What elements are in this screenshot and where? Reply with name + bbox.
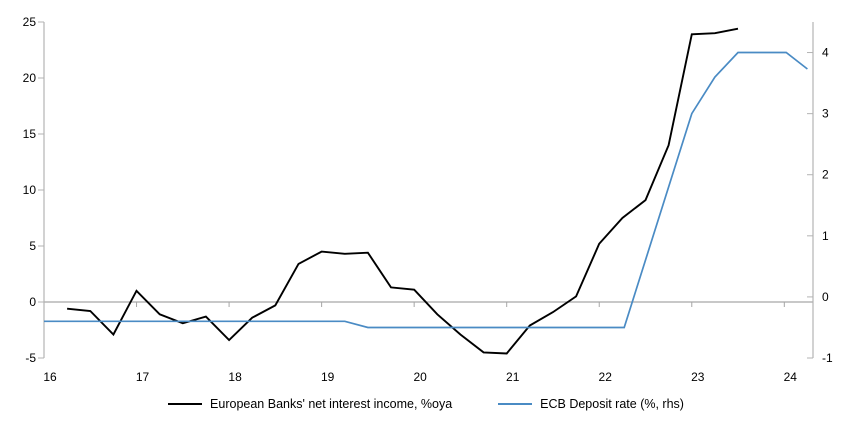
legend-line-swatch-black-icon bbox=[168, 403, 203, 405]
left-axis-label: -5 bbox=[25, 351, 36, 365]
x-axis-label: 18 bbox=[228, 370, 242, 384]
right-axis-label: 3 bbox=[822, 107, 829, 121]
legend-item-net-interest-income: European Banks' net interest income, %oy… bbox=[168, 397, 452, 411]
x-axis-label: 17 bbox=[136, 370, 150, 384]
legend-label-net-interest-income: European Banks' net interest income, %oy… bbox=[210, 397, 453, 411]
right-axis-label: 1 bbox=[822, 229, 829, 243]
right-axis-label: 2 bbox=[822, 168, 829, 182]
right-axis-label: 0 bbox=[822, 290, 829, 304]
right-axis-label: -1 bbox=[822, 351, 833, 365]
x-axis-label: 21 bbox=[506, 370, 520, 384]
chart-legend: European Banks' net interest income, %oy… bbox=[0, 397, 852, 411]
series-line-ecb-deposit-rate bbox=[44, 51, 808, 329]
x-axis-label: 19 bbox=[321, 370, 335, 384]
x-axis-label: 24 bbox=[784, 370, 798, 384]
left-axis-label: 25 bbox=[23, 15, 37, 29]
left-axis-label: 20 bbox=[23, 71, 37, 85]
legend-item-ecb-deposit-rate: ECB Deposit rate (%, rhs) bbox=[498, 397, 684, 411]
left-axis-label: 10 bbox=[23, 183, 37, 197]
right-axis-label: 4 bbox=[822, 46, 829, 60]
x-axis-label: 20 bbox=[413, 370, 427, 384]
series-line-net-interest-income bbox=[67, 27, 739, 355]
left-axis-label: 15 bbox=[23, 127, 37, 141]
x-axis-label: 23 bbox=[691, 370, 705, 384]
x-axis-label: 16 bbox=[43, 370, 57, 384]
left-axis-label: 0 bbox=[29, 295, 36, 309]
x-axis-label: 22 bbox=[599, 370, 613, 384]
legend-label-ecb-deposit-rate: ECB Deposit rate (%, rhs) bbox=[540, 397, 684, 411]
left-axis-label: 5 bbox=[29, 239, 36, 253]
legend-line-swatch-blue-icon bbox=[498, 403, 533, 405]
